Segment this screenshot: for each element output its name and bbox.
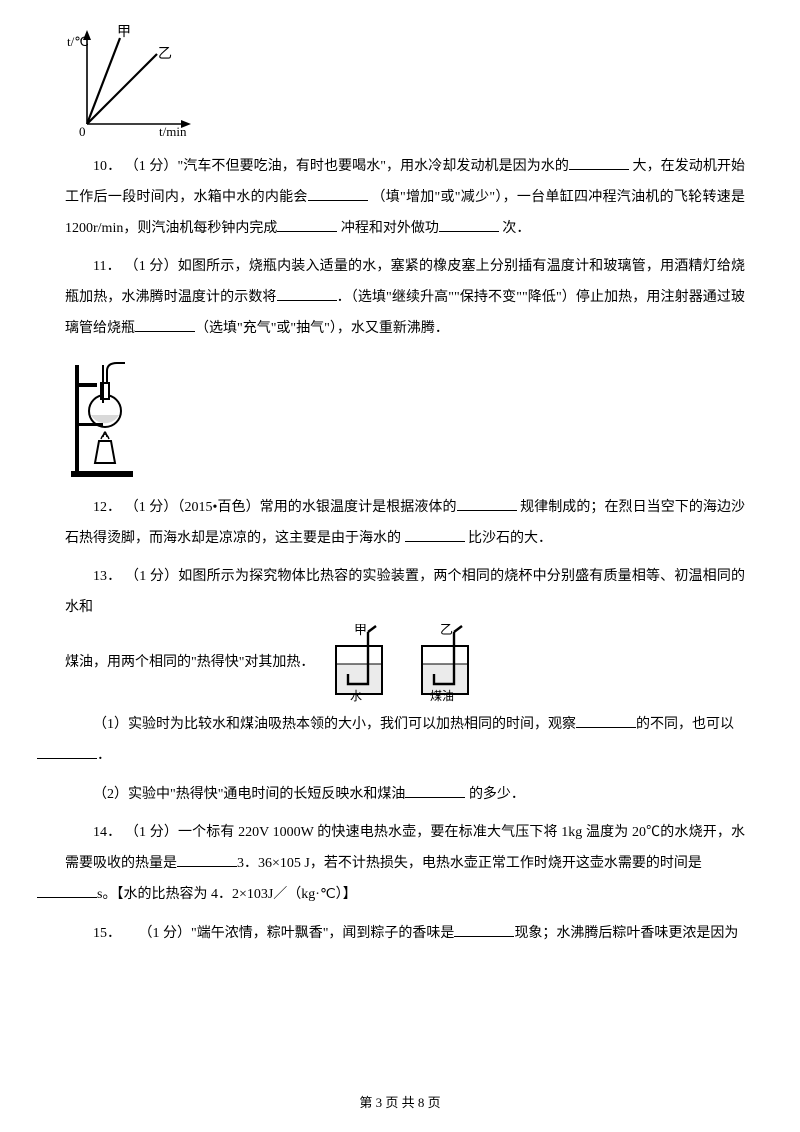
q10-seg5: 次． (499, 221, 531, 236)
question-13-line2: 煤油，用两个相同的"热得快"对其加热． 甲 水 乙 (65, 624, 745, 702)
q15-num: 15． (93, 926, 121, 941)
q13-sub2-seg2: 的多少． (465, 787, 525, 802)
q15-points: （1 分） (139, 926, 192, 941)
q10-blank1 (569, 155, 629, 170)
question-14: 14． （1 分）一个标有 220V 1000W 的快速电热水壶，要在标准大气压… (65, 818, 745, 910)
q10-seg4: 冲程和对外做功 (337, 221, 439, 236)
question-15: 15． （1 分）"端午浓情，粽叶飘香"，闻到粽子的香味是 现象；水沸腾后粽叶香味… (65, 919, 745, 950)
q12-num: 12． (93, 500, 121, 515)
q12-seg3: 比沙石的大． (465, 531, 553, 546)
page: t/℃ t/min 甲 乙 0 10． （1 分）"汽车不但要吃油，有时也要喝水… (0, 0, 800, 1132)
beaker1-label: 甲 (354, 624, 367, 637)
q14-points: （1 分） (125, 825, 178, 840)
q11-blank1 (277, 286, 337, 301)
q14-num: 14． (93, 825, 121, 840)
footer-text: 第 3 页 共 8 页 (359, 1095, 440, 1110)
svg-text:0: 0 (79, 124, 86, 139)
q12-blank1 (457, 496, 517, 511)
q13-sub1-seg1: 实验时为比较水和煤油吸热本领的大小，我们可以加热相同的时间，观察 (128, 717, 576, 732)
question-13-sub2: （2）实验中"热得快"通电时间的长短反映水和煤油 的多少． (65, 780, 745, 811)
q11-blank2 (135, 317, 195, 332)
q12-seg1: 常用的水银温度计是根据液体的 (260, 500, 457, 515)
figure-graph: t/℃ t/min 甲 乙 0 (65, 24, 745, 142)
q10-blank3 (277, 217, 337, 232)
q13-sub2-label: （2） (93, 787, 128, 802)
q14-blank1 (177, 852, 237, 867)
q14-seg3: s。【水的比热容为 4．2×103J／（kg·℃）】 (97, 887, 357, 902)
beaker2-label: 乙 (440, 624, 453, 637)
q13-sub1-seg3: ． (97, 748, 111, 763)
graph-y-label: t/℃ (67, 34, 89, 49)
question-13-sub1: （1）实验时为比较水和煤油吸热本领的大小，我们可以加热相同的时间，观察 的不同，也… (65, 710, 745, 772)
q10-blank2 (308, 186, 368, 201)
q14-seg2: 3．36×105 J，若不计热损失，电热水壶正常工作时烧开这壶水需要的时间是 (237, 856, 702, 871)
q13-sub2-seg1: 实验中"热得快"通电时间的长短反映水和煤油 (128, 787, 405, 802)
q11-points: （1 分） (125, 259, 178, 274)
q11-seg3: （选填"充气"或"抽气"），水又重新沸腾． (195, 321, 449, 336)
question-12: 12． （1 分）（2015•百色）常用的水银温度计是根据液体的 规律制成的；在… (65, 493, 745, 555)
q11-num: 11． (93, 259, 121, 274)
question-11: 11． （1 分）如图所示，烧瓶内装入适量的水，塞紧的橡皮塞上分别插有温度计和玻… (65, 252, 745, 344)
beaker2-liquid: 煤油 (430, 689, 454, 702)
q10-blank4 (439, 217, 499, 232)
flask-svg (65, 353, 155, 483)
q13-sub2-blank1 (405, 783, 465, 798)
q10-num: 10． (93, 159, 121, 174)
q13-seg1-b: 煤油，用两个相同的"热得快"对其加热． (65, 655, 314, 670)
q13-num: 13． (93, 569, 121, 584)
q15-seg2: 现象；水沸腾后粽叶香味更浓是因为 (514, 926, 738, 941)
figure-flask (65, 353, 745, 483)
graph-x-label: t/min (159, 124, 187, 139)
q15-seg1: "端午浓情，粽叶飘香"，闻到粽子的香味是 (191, 926, 454, 941)
q12-points: （1 分）（2015•百色） (125, 500, 260, 515)
q13-points: （1 分） (125, 569, 178, 584)
q14-blank2 (37, 883, 97, 898)
beaker1-liquid: 水 (350, 689, 362, 702)
question-10: 10． （1 分）"汽车不但要吃油，有时也要喝水"，用水冷却发动机是因为水的 大… (65, 152, 745, 244)
q13-sub1-label: （1） (93, 717, 128, 732)
q12-blank2 (405, 527, 465, 542)
q13-sub1-blank2 (37, 744, 97, 759)
figure-beakers: 甲 水 乙 煤油 (318, 624, 488, 702)
page-footer: 第 3 页 共 8 页 (0, 1089, 800, 1118)
q10-points: （1 分） (125, 159, 178, 174)
q13-sub1-blank1 (576, 713, 636, 728)
graph-svg: t/℃ t/min 甲 乙 0 (65, 24, 200, 142)
q13-sub1-seg2: 的不同，也可以 (636, 717, 734, 732)
graph-line1-label: 甲 (117, 25, 131, 40)
q10-seg1: "汽车不但要吃油，有时也要喝水"，用水冷却发动机是因为水的 (178, 159, 569, 174)
question-13: 13． （1 分）如图所示为探究物体比热容的实验装置，两个相同的烧杯中分别盛有质… (65, 562, 745, 624)
graph-line2-label: 乙 (158, 46, 172, 62)
q15-blank1 (454, 922, 514, 937)
